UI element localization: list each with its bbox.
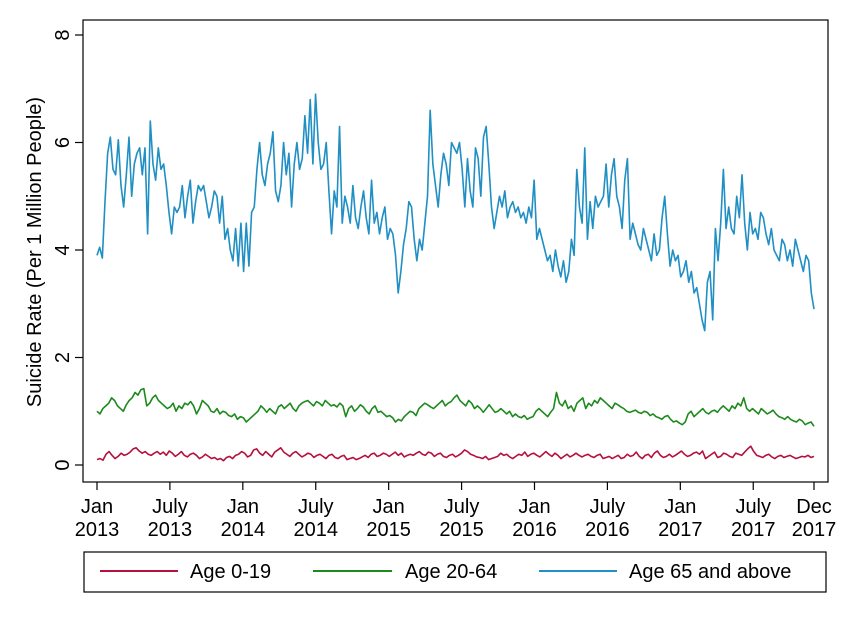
x-tick-label: July	[444, 496, 480, 518]
series-line-1	[96, 445, 815, 462]
x-tick-label-year: 2015	[366, 519, 411, 541]
x-tick-label-year: 2013	[75, 519, 120, 541]
x-tick-label: July	[152, 496, 188, 518]
plot-border	[82, 19, 829, 483]
x-tick-label: Jan	[664, 496, 696, 518]
legend-label-3: Age 65 and above	[629, 561, 791, 583]
series-line-2	[96, 387, 815, 427]
x-tick-label: Jan	[81, 496, 113, 518]
legend-label-1: Age 0-19	[190, 561, 271, 583]
series-line-3	[96, 93, 815, 332]
legend: Age 0-19 Age 20-64 Age 65 and above	[83, 551, 827, 593]
x-axis: Jan2013July2013Jan2014July2014Jan2015Jul…	[75, 482, 837, 541]
y-tick-label: 4	[52, 244, 74, 255]
y-tick-label: 2	[52, 352, 74, 363]
y-tick-label: 6	[52, 137, 74, 148]
y-axis-title: Suicide Rate (Per 1 Million People)	[24, 97, 46, 407]
series-lines	[96, 93, 815, 462]
x-tick-label-year: 2016	[585, 519, 630, 541]
legend-box	[83, 551, 827, 593]
legend-label-2: Age 20-64	[405, 561, 497, 583]
x-tick-label-year: 2015	[439, 519, 484, 541]
x-tick-label-year: 2013	[148, 519, 193, 541]
x-tick-label-year: 2016	[512, 519, 557, 541]
x-tick-label-year: 2017	[792, 519, 837, 541]
y-tick-label: 0	[52, 459, 74, 470]
x-tick-label: July	[298, 496, 334, 518]
x-tick-label-year: 2014	[293, 519, 338, 541]
x-tick-label: July	[735, 496, 771, 518]
y-axis: 0 2 4 6 8	[52, 29, 83, 471]
x-tick-label: Jan	[518, 496, 550, 518]
x-tick-label: Dec	[796, 496, 832, 518]
x-tick-label: Jan	[227, 496, 259, 518]
plot-frame	[82, 19, 829, 483]
x-tick-label: Jan	[373, 496, 405, 518]
y-tick-label: 8	[52, 29, 74, 40]
x-tick-label-year: 2014	[221, 519, 266, 541]
x-tick-label: July	[590, 496, 626, 518]
x-tick-label-year: 2017	[658, 519, 703, 541]
x-tick-label-year: 2017	[731, 519, 776, 541]
